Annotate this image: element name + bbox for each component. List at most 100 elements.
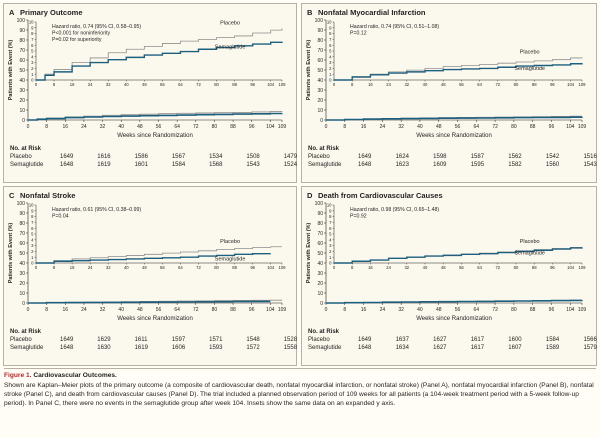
- inset-x-tick-label: 32: [404, 265, 409, 270]
- x-tick-label: 32: [100, 124, 106, 130]
- y-tick-label: 90: [317, 28, 323, 34]
- inset-x-tick-label: 40: [423, 265, 428, 270]
- inset-x-tick-label: 72: [196, 82, 201, 87]
- y-tick-label: 80: [19, 38, 25, 44]
- x-tick-label: 109: [578, 307, 587, 313]
- series-label-semaglutide: Semaglutide: [215, 257, 246, 263]
- series-label-semaglutide: Semaglutide: [514, 66, 545, 72]
- risk-count: 1617: [470, 337, 485, 343]
- risk-count: 1558: [283, 345, 298, 351]
- y-tick-label: 10: [317, 291, 323, 297]
- y-tick-label: 50: [317, 68, 323, 74]
- risk-row-placebo: Placebo 1649 1624 1598 1587 1562 1542 1516: [308, 154, 597, 162]
- inset-y-tick-label: 8: [31, 31, 34, 36]
- annotation-line: P=0.12: [350, 31, 367, 37]
- inset-x-tick-label: 16: [368, 82, 373, 87]
- x-tick-label: 64: [174, 307, 180, 313]
- inset-x-tick-label: 24: [386, 265, 391, 270]
- inset-y-tick-label: 7: [31, 220, 34, 225]
- panel-letter: C: [9, 191, 15, 200]
- x-tick-label: 64: [474, 307, 480, 313]
- risk-count: 1582: [508, 162, 522, 168]
- risk-count: 1508: [246, 154, 260, 160]
- risk-count: 1584: [171, 162, 186, 168]
- x-tick-label: 104: [566, 124, 575, 130]
- risk-table-title: No. at Risk: [308, 146, 340, 152]
- y-tick-label: 40: [19, 261, 25, 267]
- annotation-line: Hazard ratio, 0.98 (95% CI, 0.65–1.48): [350, 207, 439, 213]
- series-label-placebo: Placebo: [220, 239, 240, 245]
- y-axis-label: Patients with Event (%): [8, 40, 14, 101]
- inset-x-tick-label: 32: [106, 265, 111, 270]
- annotation-line: P<0.001 for noninferiority: [52, 31, 111, 37]
- x-tick-label: 64: [474, 124, 480, 130]
- risk-count: 1571: [209, 337, 223, 343]
- inset-x-tick-label: 80: [514, 265, 519, 270]
- x-tick-label: 8: [343, 307, 346, 313]
- x-tick-label: 56: [455, 124, 461, 130]
- risk-count: 1648: [358, 162, 372, 168]
- x-tick-label: 48: [137, 307, 143, 313]
- x-tick-label: 0: [325, 124, 328, 130]
- risk-count: 1560: [545, 162, 560, 168]
- inset-y-tick-label: 5: [31, 49, 34, 54]
- inset-x-tick-label: 96: [250, 265, 255, 270]
- risk-row-semaglutide: Semaglutide 1648 1634 1627 1617 1607 1589 1579: [308, 345, 597, 353]
- inset-y-tick-label: 1: [329, 255, 332, 260]
- inset-y-tick-label: 9: [329, 25, 332, 30]
- y-tick-label: 40: [19, 78, 25, 84]
- risk-count: 1593: [209, 345, 223, 351]
- inset-y-tick-label: 9: [31, 208, 34, 213]
- x-tick-label: 96: [549, 124, 555, 130]
- x-tick-label: 109: [278, 307, 287, 313]
- inset-x-tick-label: 24: [386, 82, 391, 87]
- inset-y-tick-label: 7: [329, 220, 332, 225]
- inset-x-tick-label: 104: [567, 265, 575, 270]
- y-tick-label: 80: [19, 221, 25, 227]
- risk-row-label: Semaglutide: [10, 162, 44, 168]
- risk-count: 1607: [508, 345, 522, 351]
- risk-count: 1609: [433, 162, 447, 168]
- inset-x-tick-label: 24: [88, 265, 93, 270]
- x-tick-label: 72: [492, 124, 498, 130]
- y-tick-label: 100: [17, 201, 26, 207]
- inset-series-line-semaglutide: [334, 63, 583, 81]
- y-tick-label: 90: [19, 28, 25, 34]
- inset-x-tick-label: 56: [459, 265, 464, 270]
- x-tick-label: 8: [45, 124, 48, 130]
- inset-x-tick-label: 104: [567, 82, 575, 87]
- inset-background: [334, 205, 582, 263]
- x-tick-label: 16: [63, 124, 69, 130]
- x-tick-label: 80: [212, 307, 218, 313]
- risk-table: No. at Risk Placebo 1649 1637 1627 1617 1600 1…: [308, 329, 597, 353]
- inset-x-tick-label: 96: [550, 82, 555, 87]
- inset-y-tick-label: 0: [329, 78, 332, 83]
- x-tick-label: 24: [380, 307, 386, 313]
- x-tick-label: 109: [278, 124, 287, 130]
- x-tick-label: 56: [156, 307, 162, 313]
- x-axis-label: Weeks since Randomization: [416, 133, 492, 139]
- inset-y-tick-label: 3: [329, 243, 332, 248]
- x-tick-label: 48: [436, 124, 442, 130]
- risk-table-title: No. at Risk: [308, 329, 340, 335]
- inset-x-tick-label: 72: [495, 265, 500, 270]
- panel-letter: D: [307, 191, 313, 200]
- risk-count: 1543: [583, 162, 597, 168]
- x-axis-label: Weeks since Randomization: [117, 133, 193, 139]
- panel-title: Primary Outcome: [20, 8, 83, 17]
- inset-x-tick-label: 88: [532, 82, 537, 87]
- figure-caption: Figure 1. Cardiovascular Outcomes. Shown…: [4, 368, 596, 435]
- inset-x-tick-label: 64: [477, 265, 482, 270]
- inset-y-tick-label: 0: [329, 261, 332, 266]
- annotation-line: P=0.92: [350, 214, 367, 220]
- risk-count: 1630: [97, 345, 111, 351]
- inset-x-tick-label: 109: [579, 265, 587, 270]
- risk-count: 1649: [358, 154, 372, 160]
- risk-count: 1567: [171, 154, 186, 160]
- inset-x-tick-label: 48: [142, 265, 147, 270]
- inset-y-tick-label: 10: [327, 203, 332, 208]
- outer-series-line-semaglutide: [28, 112, 283, 121]
- x-tick-label: 72: [492, 307, 498, 313]
